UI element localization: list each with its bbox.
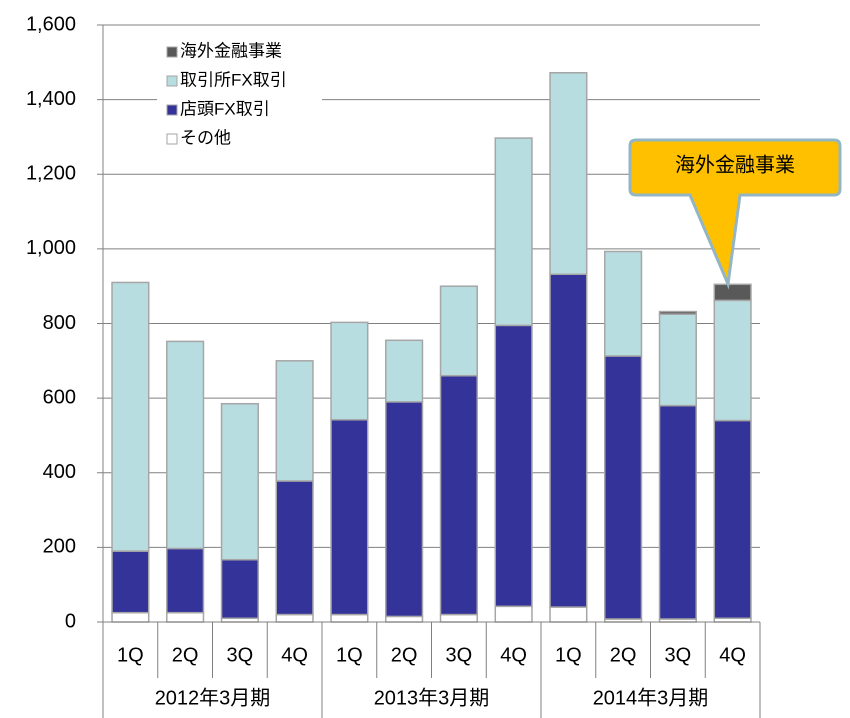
- x-tick-label: 4Q: [719, 644, 746, 666]
- x-tick-label: 1Q: [555, 644, 582, 666]
- bar-segment: [111, 550, 150, 614]
- y-tick-label: 1,000: [26, 237, 76, 259]
- group-label: 2014年3月期: [593, 686, 709, 709]
- y-tick-label: 800: [43, 312, 76, 334]
- x-tick-label: 3Q: [665, 644, 692, 666]
- bar-segment: [220, 402, 259, 561]
- bar-segment: [166, 547, 205, 614]
- bar-segment: [713, 419, 752, 620]
- bar-segment: [604, 250, 643, 357]
- x-tick-label: 3Q: [227, 644, 254, 666]
- bar-segment: [330, 321, 369, 421]
- bars: [111, 72, 752, 623]
- x-tick-label: 1Q: [336, 644, 363, 666]
- bar-segment: [494, 137, 533, 327]
- bar-segment: [549, 273, 588, 608]
- bar-segment: [439, 285, 478, 377]
- bar-segment: [275, 480, 314, 616]
- x-tick-label: 1Q: [117, 644, 144, 666]
- y-tick-label: 400: [43, 461, 76, 483]
- legend-swatch: [166, 46, 178, 58]
- x-tick-label: 2Q: [172, 644, 199, 666]
- bar-segment: [713, 283, 752, 302]
- y-tick-label: 0: [65, 610, 76, 632]
- bar-segment: [275, 613, 314, 623]
- bar-segment: [439, 613, 478, 623]
- bar-segment: [604, 355, 643, 620]
- bar-segment: [385, 615, 424, 623]
- callout-text: 海外金融事業: [675, 153, 795, 176]
- y-tick-label: 600: [43, 386, 76, 408]
- bar-segment: [111, 281, 150, 552]
- bar-segment: [275, 360, 314, 482]
- bar-segment: [220, 558, 259, 620]
- x-tick-label: 3Q: [446, 644, 473, 666]
- axes: 0 200 400 600 800 1,000 1,200 1,400 1,600 1Q 2Q 3Q 4…: [26, 13, 761, 718]
- legend-box: [157, 36, 322, 156]
- y-tick-label: 1,200: [26, 163, 76, 185]
- y-tick-label: 200: [43, 536, 76, 558]
- bar-segment: [439, 374, 478, 616]
- bar-segment: [330, 419, 369, 616]
- legend-label: 取引所FX取引: [180, 70, 287, 89]
- bar-segment: [658, 313, 697, 407]
- legend-swatch: [166, 75, 178, 87]
- bar-segment: [549, 72, 588, 275]
- callout: 海外金融事業: [628, 138, 842, 290]
- bar-segment: [658, 404, 697, 620]
- group-label: 2013年3月期: [374, 686, 490, 709]
- x-tick-label: 2Q: [610, 644, 637, 666]
- bar-segment: [385, 339, 424, 403]
- bar-segment: [166, 611, 205, 623]
- bar-segment: [166, 340, 205, 550]
- bar-segment: [713, 299, 752, 422]
- x-tick-label: 2Q: [391, 644, 418, 666]
- x-tick-label: 4Q: [281, 644, 308, 666]
- y-tick-label: 1,400: [26, 88, 76, 110]
- bar-segment: [494, 605, 533, 623]
- x-tick-label: 4Q: [500, 644, 527, 666]
- bar-segment: [658, 310, 697, 315]
- legend-swatch: [166, 133, 178, 145]
- group-label: 2012年3月期: [155, 686, 271, 709]
- legend-label: 店頭FX取引: [180, 99, 270, 118]
- bar-segment: [385, 401, 424, 618]
- bar-segment: [111, 611, 150, 623]
- legend-swatch: [166, 104, 178, 116]
- y-tick-label: 1,600: [26, 13, 76, 35]
- legend-label: その他: [180, 128, 231, 147]
- bar-segment: [494, 324, 533, 608]
- legend-label: 海外金融事業: [180, 41, 282, 60]
- callout-box: [628, 138, 842, 290]
- bar-segment: [549, 606, 588, 623]
- bar-segment: [330, 613, 369, 623]
